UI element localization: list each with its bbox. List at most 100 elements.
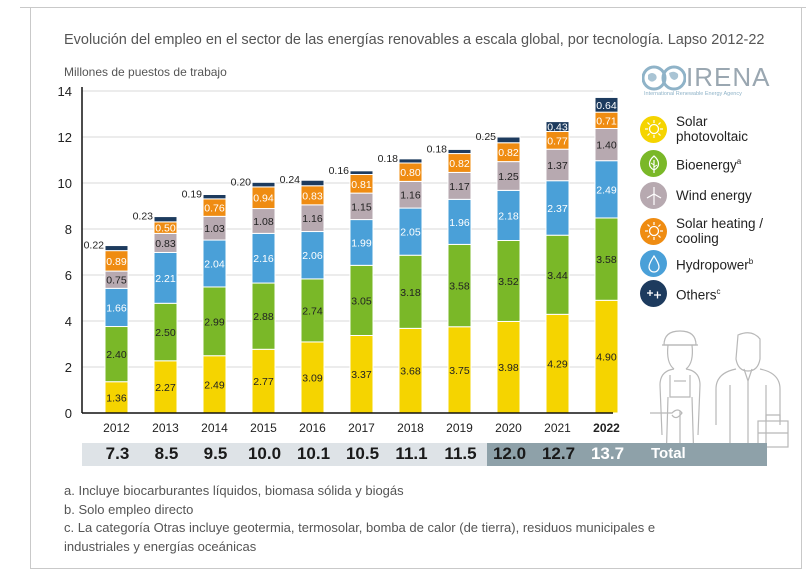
data-label: 2.74 — [302, 305, 323, 317]
data-label: 3.18 — [400, 287, 421, 299]
plus-plus-icon — [640, 280, 667, 307]
data-label: 0.75 — [106, 275, 127, 287]
data-label: 1.16 — [400, 190, 421, 202]
data-label: 3.75 — [449, 365, 470, 377]
totals-row: 7.3 8.5 9.5 10.0 10.1 10.5 11.1 11.5 12.… — [82, 443, 767, 466]
y-tick-label: 0 — [65, 406, 72, 421]
data-label: 0.89 — [106, 256, 127, 268]
legend-label: Solar — [676, 114, 708, 129]
data-label: 0.82 — [498, 147, 519, 159]
total-value-highlight: 13.7 — [590, 444, 625, 463]
data-label: 3.44 — [547, 270, 568, 282]
total-value: 12.0 — [492, 444, 527, 463]
legend-label: Others — [676, 287, 717, 303]
data-label: 0.23 — [133, 211, 154, 223]
data-label: 3.37 — [351, 369, 372, 381]
data-label: 1.08 — [253, 216, 274, 228]
data-label: 0.82 — [449, 158, 470, 170]
data-label: 0.18 — [378, 153, 399, 165]
x-tick-label: 2013 — [152, 421, 179, 435]
footnote-c-continued: industriales y energías oceánicas — [64, 538, 257, 554]
data-label: 2.49 — [596, 184, 617, 196]
data-label: 2.21 — [155, 273, 176, 285]
legend-item-others: Othersc — [640, 280, 721, 307]
data-label: 2.16 — [253, 253, 274, 265]
footnote-marker: a — [736, 157, 742, 167]
wind-turbine-icon — [640, 182, 667, 209]
y-tick-label: 10 — [58, 176, 72, 191]
data-label: 2.49 — [204, 379, 225, 391]
footnote-marker: b — [748, 257, 754, 267]
x-tick-label: 2016 — [299, 421, 326, 435]
data-label: 0.76 — [204, 203, 225, 215]
bar-segment — [153, 216, 178, 223]
bar-segment — [202, 194, 227, 200]
data-label: 2.05 — [400, 227, 421, 239]
data-label: 2.50 — [155, 327, 176, 339]
data-label: 2.37 — [547, 203, 568, 215]
y-tick-label: 4 — [65, 314, 72, 329]
total-value: 8.5 — [154, 444, 179, 463]
data-label: 3.98 — [498, 362, 519, 374]
total-value: 10.0 — [247, 444, 282, 463]
data-label: 0.18 — [427, 143, 448, 155]
data-label: 4.90 — [596, 352, 617, 364]
data-label: 3.52 — [498, 276, 519, 288]
leaf-icon — [640, 150, 667, 177]
data-label: 0.94 — [253, 193, 274, 205]
bar-segment — [496, 136, 521, 144]
workers-illustration-icon — [650, 330, 789, 465]
data-label: 3.68 — [400, 366, 421, 378]
data-label: 1.37 — [547, 160, 568, 172]
data-label: 0.43 — [547, 122, 568, 134]
y-tick-label: 14 — [58, 84, 72, 99]
data-label: 2.04 — [204, 259, 225, 271]
data-label: 1.66 — [106, 302, 127, 314]
data-label: 0.19 — [182, 189, 203, 201]
footnote-marker: c — [716, 287, 721, 297]
legend-item-wind: Wind energy — [640, 182, 752, 209]
irena-logo: IRENA International Renewable Energy Age… — [640, 62, 780, 102]
water-drop-icon — [640, 250, 667, 277]
x-tick-label: 2014 — [201, 421, 228, 435]
data-label: 0.77 — [547, 135, 568, 147]
bar-segment — [104, 245, 129, 252]
chart-title: Evolución del empleo en el sector de las… — [64, 32, 765, 48]
totals-highlight-2022 — [487, 443, 767, 466]
y-tick-label: 8 — [65, 222, 72, 237]
data-label: 0.71 — [596, 115, 617, 127]
data-label: 1.03 — [204, 223, 225, 235]
data-label: 1.96 — [449, 217, 470, 229]
logo-name: IRENA — [686, 62, 771, 92]
data-label: 0.80 — [400, 167, 421, 179]
total-value: 11.1 — [395, 444, 428, 463]
x-tick-label: 2018 — [397, 421, 424, 435]
x-tick-label: 2021 — [544, 421, 571, 435]
logo-subtitle: International Renewable Energy Agency — [644, 91, 742, 97]
data-label: 4.29 — [547, 359, 568, 371]
data-label: 1.99 — [351, 237, 372, 249]
y-tick-label: 6 — [65, 268, 72, 283]
total-value: 9.5 — [203, 444, 228, 463]
x-tick-label: 2019 — [446, 421, 473, 435]
data-label: 0.24 — [280, 174, 301, 186]
legend-label: Bioenergy — [676, 157, 737, 173]
legend-label: Hydropower — [676, 257, 749, 273]
legend-item-solar-pv: Solar photovoltaic — [640, 114, 748, 144]
data-label: 1.17 — [449, 181, 470, 193]
bar-segment — [398, 158, 423, 164]
bar-segment — [594, 96, 619, 113]
total-value: 7.3 — [105, 444, 130, 463]
bar-segment — [251, 181, 276, 188]
legend-item-bioenergy: Bioenergya — [640, 150, 741, 177]
data-label: 0.81 — [351, 179, 372, 191]
data-label: 2.40 — [106, 349, 127, 361]
data-label: 0.83 — [155, 238, 176, 250]
legend-label: Solar heating / — [676, 216, 764, 231]
data-label: 0.16 — [329, 165, 350, 177]
bar-segment — [300, 179, 325, 187]
data-label: 2.06 — [302, 250, 323, 262]
data-label: 3.58 — [449, 281, 470, 293]
bar-segment — [447, 148, 472, 155]
